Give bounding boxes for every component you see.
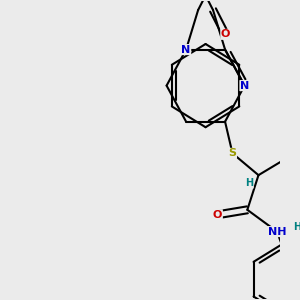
Text: O: O [221, 29, 230, 39]
Text: H: H [245, 178, 253, 188]
Text: S: S [229, 148, 236, 158]
Text: N: N [182, 45, 191, 55]
Text: N: N [240, 81, 249, 91]
Text: O: O [213, 210, 222, 220]
Text: H: H [293, 222, 300, 232]
Text: NH: NH [268, 226, 286, 237]
